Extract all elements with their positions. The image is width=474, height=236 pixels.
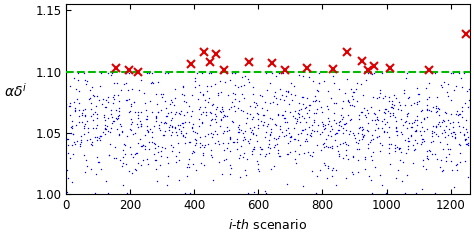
Y-axis label: $\alpha\delta^i$: $\alpha\delta^i$ — [4, 81, 27, 99]
X-axis label: $i$-$th$ scenario: $i$-$th$ scenario — [228, 218, 308, 232]
